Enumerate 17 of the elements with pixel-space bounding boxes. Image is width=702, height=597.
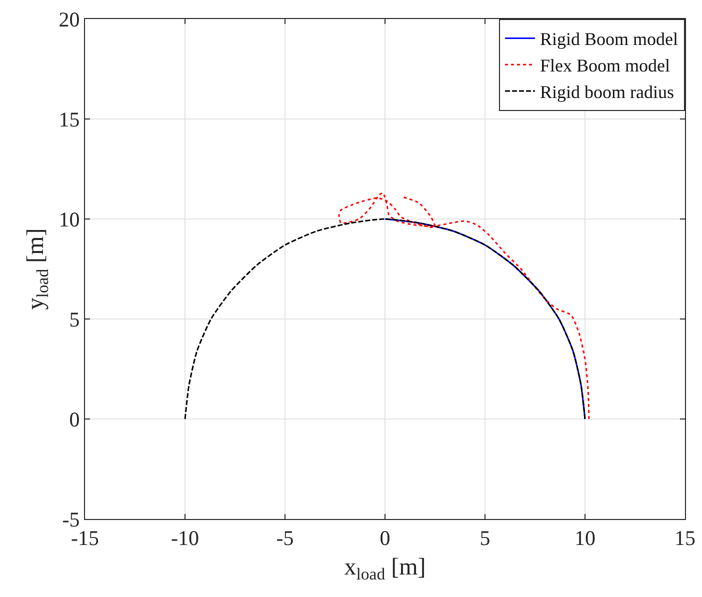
- line-series: [338, 192, 590, 420]
- y-tick-label: 0: [69, 407, 80, 432]
- legend-label: Rigid Boom model: [540, 29, 678, 50]
- x-tick-label: 0: [380, 526, 390, 550]
- legend-label: Flex Boom model: [540, 56, 670, 76]
- x-tick-label: 10: [574, 526, 596, 550]
- x-axis-title: x$_{load}$ [m]: [344, 554, 426, 584]
- legend-label: Rigid boom radius: [540, 82, 674, 102]
- y-tick-label: 5: [69, 307, 80, 332]
- x-tick-label: 5: [480, 526, 490, 550]
- x-tick-label: -10: [171, 526, 199, 550]
- y-tick-label: 15: [58, 107, 80, 132]
- y-tick-label: 20: [58, 7, 80, 32]
- x-tick-label: -5: [276, 526, 294, 550]
- y-tick-label: 10: [58, 207, 80, 232]
- x-tick-label: 15: [674, 526, 696, 550]
- line-series: [184, 218, 586, 420]
